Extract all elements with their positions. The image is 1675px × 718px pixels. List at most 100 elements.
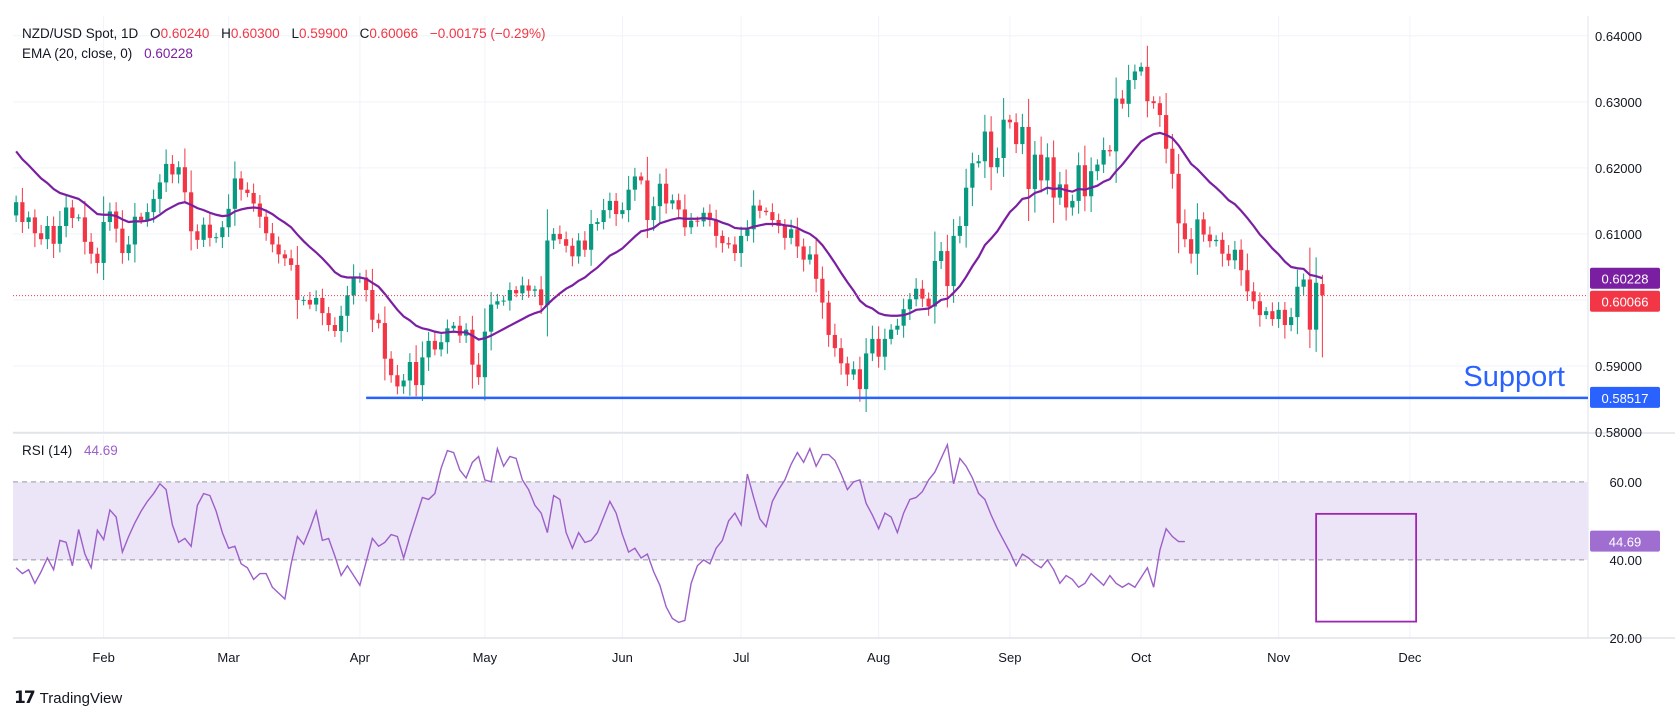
candle-body: [407, 362, 412, 381]
candle-body: [307, 299, 312, 305]
candle-body: [151, 198, 156, 213]
candle-body: [839, 348, 844, 364]
candle-body: [720, 235, 725, 244]
time-axis[interactable]: Feb Mar Apr May Jun Jul Aug Sep Oct Nov Dec: [92, 650, 1422, 665]
candle-body: [970, 163, 975, 188]
candle-body: [314, 297, 319, 305]
candle-body: [395, 375, 400, 387]
candle-body: [420, 357, 425, 386]
candle-body: [1314, 282, 1319, 330]
candle-body: [26, 217, 31, 223]
candle-body: [1120, 98, 1125, 104]
candle-body: [1001, 119, 1006, 158]
candle-body: [632, 176, 637, 190]
candle-body: [1101, 150, 1106, 165]
candle-body: [982, 131, 987, 162]
ema-legend: EMA (20, close, 0) 0.60228: [22, 46, 193, 61]
candle-body: [976, 161, 981, 164]
candle-body: [1070, 200, 1075, 208]
candle-body: [507, 290, 512, 301]
candle-body: [114, 211, 119, 229]
low-label: L: [291, 26, 299, 41]
candle-body: [526, 285, 531, 291]
candle-body: [132, 216, 137, 245]
candle-body: [1164, 115, 1169, 149]
candle-body: [239, 178, 244, 190]
candle-body: [489, 304, 494, 332]
candle-body: [482, 331, 487, 378]
candle-body: [832, 334, 837, 349]
candle-body: [101, 222, 106, 263]
candle-body: [795, 229, 800, 247]
time-tick-label: Jul: [733, 650, 750, 665]
candle-body: [14, 202, 19, 216]
tradingview-logo-icon: 17: [14, 688, 36, 708]
candle-body: [201, 224, 206, 240]
candle-body: [789, 229, 794, 238]
candle-body: [1257, 301, 1262, 316]
ema-price-tag: 0.60228: [1590, 267, 1660, 289]
candle-body: [176, 167, 181, 175]
open-label: O: [150, 26, 161, 41]
candle-body: [964, 187, 969, 226]
high-value: 0.60300: [231, 26, 280, 41]
candle-body: [214, 237, 219, 239]
candle-body: [89, 241, 94, 254]
candle-body: [1114, 98, 1119, 152]
candle-body: [1220, 239, 1225, 254]
candle-body: [532, 289, 537, 291]
candle-body: [164, 163, 169, 183]
candle-body: [1189, 239, 1194, 254]
price-tick-label: 0.62000: [1595, 161, 1642, 176]
candle-body: [457, 325, 462, 336]
rsi-tick-label: 20.00: [1609, 631, 1642, 646]
candle-body: [476, 364, 481, 378]
price-tick-label: 0.61000: [1595, 227, 1642, 242]
rsi-line: [15, 442, 1185, 624]
candle-body: [257, 203, 262, 217]
candle-body: [1045, 157, 1050, 181]
candle-body: [1032, 154, 1037, 190]
open-value: 0.60240: [161, 26, 210, 41]
rsi-axis[interactable]: 60.00 40.00 20.00: [1609, 475, 1642, 646]
candle-body: [1195, 219, 1200, 254]
candle-body: [120, 228, 125, 254]
candle-body: [1007, 119, 1012, 123]
candle-body: [382, 323, 387, 359]
last-price-tag: 0.60066: [1590, 290, 1660, 312]
candle-body: [439, 342, 444, 350]
candle-body: [1057, 184, 1062, 198]
price-grid: [13, 16, 1588, 433]
candle-body: [270, 233, 275, 245]
candle-body: [901, 309, 906, 326]
candle-body: [182, 167, 187, 193]
candle-body: [770, 212, 775, 221]
candle-body: [139, 216, 144, 221]
candle-body: [282, 254, 287, 259]
candle-body: [1226, 253, 1231, 261]
support-label: Support: [1463, 361, 1565, 393]
candle-body: [145, 212, 150, 221]
price-axis[interactable]: 0.64000 0.63000 0.62000 0.61000 0.59000 0.580…: [1595, 29, 1642, 440]
candle-body: [1201, 219, 1206, 235]
ema-line: [15, 131, 1323, 341]
time-tick-label: Jun: [612, 650, 633, 665]
candle-body: [932, 260, 937, 307]
candle-body: [764, 210, 769, 213]
candle-body: [326, 313, 331, 326]
last-price-tag-text: 0.60066: [1602, 295, 1649, 310]
rsi-highlight-box: [1315, 512, 1418, 623]
candle-body: [76, 217, 81, 219]
candle-body: [564, 239, 569, 246]
tradingview-brand[interactable]: 17 TradingView: [14, 688, 122, 708]
candle-body: [107, 211, 112, 223]
candle-body: [657, 183, 662, 207]
candle-body: [95, 253, 100, 263]
rsi-legend-label: RSI (14): [22, 443, 72, 458]
candles: [14, 45, 1325, 413]
candle-body: [1076, 165, 1081, 201]
candle-body: [570, 245, 575, 257]
candle-body: [689, 220, 694, 228]
candle-body: [782, 225, 787, 238]
